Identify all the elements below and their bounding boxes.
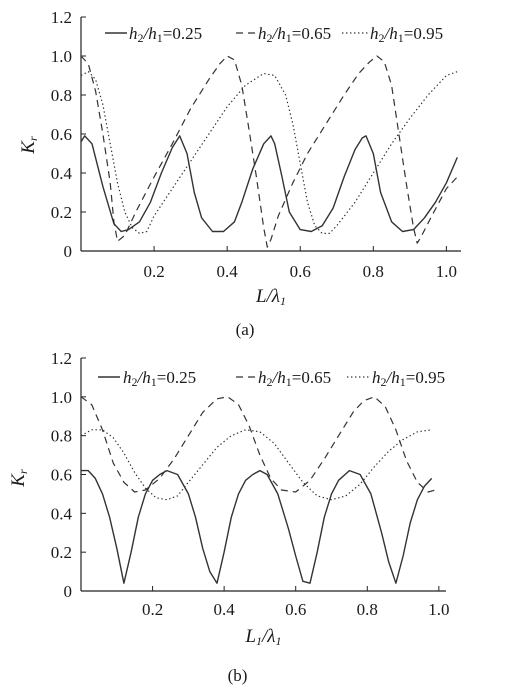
y-tick-label: 1.2 bbox=[51, 8, 72, 27]
y-tick-label: 0 bbox=[64, 242, 73, 261]
y-axis-label: Kr bbox=[8, 469, 30, 488]
y-tick-label: 0.8 bbox=[51, 427, 72, 446]
y-tick-label: 0.4 bbox=[51, 504, 73, 523]
legend-label: h2/h1=0.65 bbox=[258, 24, 331, 45]
y-tick-label: 0.6 bbox=[51, 466, 72, 485]
series-line-dotted bbox=[80, 429, 432, 501]
x-tick-label: 0.6 bbox=[290, 262, 311, 281]
y-tick-label: 0.2 bbox=[51, 543, 72, 562]
panel-a: 0 0.2 0.4 0.6 0.8 1.0 1.2 0.2 0.4 0.6 0.8 1.0 Kr L/λ1… bbox=[18, 8, 461, 339]
series-line-dashed bbox=[80, 55, 458, 248]
x-tick-label: 0.2 bbox=[142, 600, 163, 619]
y-tick-label: 0.2 bbox=[51, 203, 72, 222]
x-tick-label: 0.2 bbox=[143, 262, 164, 281]
y-tick-label: 0.6 bbox=[51, 125, 72, 144]
x-tick-label: 0.4 bbox=[217, 262, 239, 281]
x-axis-label: L1/λ1 bbox=[244, 626, 281, 648]
legend-label: h2/h1=0.95 bbox=[370, 24, 443, 45]
y-tick-label: 0 bbox=[64, 582, 73, 601]
legend-label: h2/h1=0.25 bbox=[123, 368, 196, 389]
x-axis-label: L/λ1 bbox=[255, 286, 286, 308]
y-tick-label: 1.0 bbox=[51, 47, 72, 66]
y-tick-label: 1.2 bbox=[51, 349, 72, 368]
legend-label: h2/h1=0.65 bbox=[258, 368, 331, 389]
panel-caption: (b) bbox=[228, 666, 248, 685]
x-tick-label: 0.8 bbox=[363, 262, 384, 281]
y-tick-label: 0.8 bbox=[51, 86, 72, 105]
y-tick-label: 1.0 bbox=[51, 388, 72, 407]
y-axis-label: Kr bbox=[18, 136, 40, 155]
series-line-solid bbox=[81, 469, 433, 584]
panel-caption: (a) bbox=[236, 320, 255, 339]
series-line-solid bbox=[80, 135, 458, 233]
x-tick-label: 0.8 bbox=[357, 600, 378, 619]
series-line-dotted bbox=[80, 71, 458, 234]
x-tick-label: 0.6 bbox=[285, 600, 306, 619]
panel-b: 0 0.2 0.4 0.6 0.8 1.0 1.2 0.2 0.4 0.6 0.8 1.0 Kr L1/λ… bbox=[8, 349, 449, 685]
x-tick-label: 1.0 bbox=[436, 262, 457, 281]
y-tick-label: 0.4 bbox=[51, 164, 73, 183]
series-line-dashed bbox=[80, 396, 436, 493]
legend-label: h2/h1=0.95 bbox=[372, 368, 445, 389]
x-tick-label: 0.4 bbox=[214, 600, 236, 619]
x-tick-label: 1.0 bbox=[428, 600, 449, 619]
legend-label: h2/h1=0.25 bbox=[129, 24, 202, 45]
